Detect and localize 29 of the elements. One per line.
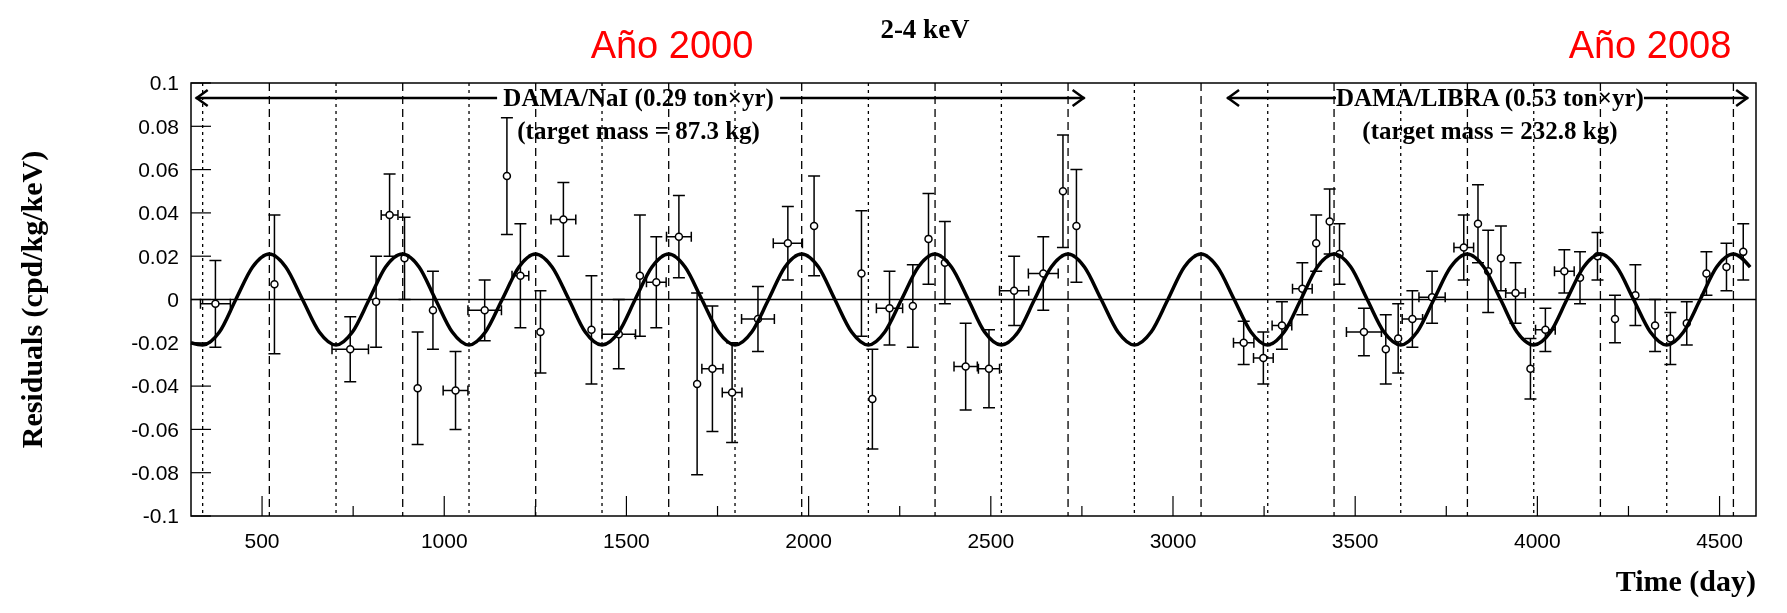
x-tick-label: 2500: [967, 529, 1015, 552]
y-tick-label: -0.1: [142, 504, 179, 528]
y-tick-label: -0.04: [131, 374, 180, 398]
text: Año 2008: [1568, 24, 1732, 66]
y-tick-label: -0.06: [131, 417, 179, 441]
x-tick-label: 2000: [785, 529, 832, 552]
y-tick-label: 0: [167, 287, 179, 311]
y-axis-title: Residuals (cpd/kg/keV): [15, 150, 49, 449]
x-tick-label: 500: [244, 529, 280, 552]
y-tick-label: 0.04: [138, 201, 180, 225]
annotation: (target mass = 87.3 kg): [517, 117, 760, 145]
text: Año 2000: [590, 24, 754, 66]
x-tick-label: 3500: [1331, 529, 1379, 552]
x-tick-label: 1000: [420, 529, 468, 552]
y-tick-label: 0.1: [149, 71, 179, 95]
y-tick-label: -0.08: [131, 461, 179, 485]
x-tick-label: 4500: [1696, 529, 1743, 552]
x-tick-label: 1500: [603, 529, 650, 552]
annotation: (target mass = 232.8 kg): [1362, 117, 1618, 145]
y-tick-label: -0.02: [131, 331, 179, 355]
y-tick-label: 0.08: [138, 114, 179, 138]
y-tick-label: 0.06: [138, 157, 179, 181]
chart-title: 2-4 keV: [880, 14, 971, 44]
x-axis-title: Time (day): [1615, 564, 1756, 598]
y-tick-label: 0.02: [138, 244, 179, 268]
annotation: DAMA/LIBRA (0.53 ton×yr): [1335, 84, 1644, 112]
x-tick-label: 3000: [1149, 529, 1197, 552]
annotation: DAMA/NaI (0.29 ton×yr): [503, 84, 774, 112]
x-tick-label: 4000: [1514, 529, 1561, 552]
